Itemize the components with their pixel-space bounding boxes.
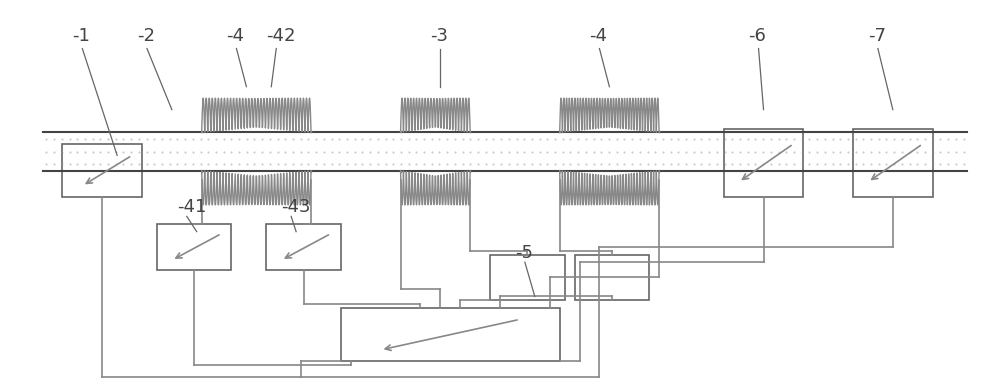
Text: -4: -4 <box>590 27 608 45</box>
Text: -42: -42 <box>266 27 296 45</box>
Bar <box>157 224 231 270</box>
Text: -7: -7 <box>868 27 886 45</box>
Text: -2: -2 <box>137 27 155 45</box>
Text: -3: -3 <box>430 27 448 45</box>
Bar <box>341 308 560 361</box>
Bar <box>724 128 803 197</box>
Text: -43: -43 <box>281 199 311 216</box>
Text: -1: -1 <box>72 27 90 45</box>
Text: -41: -41 <box>177 199 206 216</box>
Bar <box>853 128 933 197</box>
Text: -6: -6 <box>749 27 766 45</box>
Bar <box>62 144 142 197</box>
Text: -5: -5 <box>515 244 533 262</box>
Text: -4: -4 <box>227 27 245 45</box>
Bar <box>266 224 341 270</box>
Bar <box>575 255 649 300</box>
Bar <box>490 255 565 300</box>
